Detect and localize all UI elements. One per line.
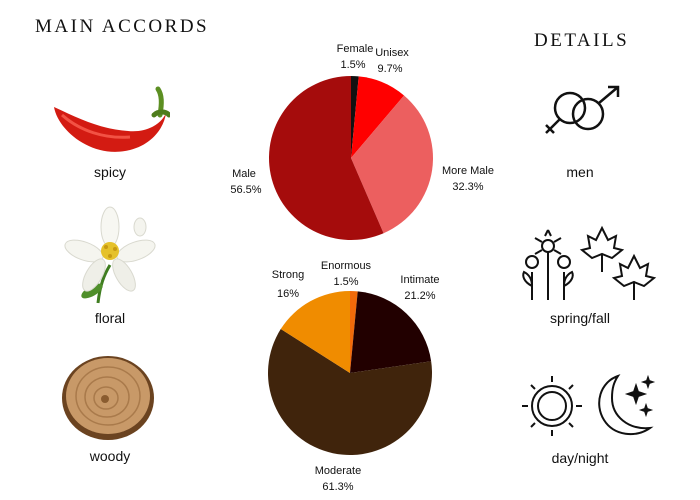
orange-blossom-icon [64, 206, 156, 304]
pie-slice-intimate [350, 291, 432, 373]
flowers-and-leaves-icon [522, 225, 657, 300]
chili-pepper-icon [54, 86, 170, 152]
slice-value-enormous: 1.5% [333, 276, 358, 288]
slice-label-unisex: Unisex [375, 47, 409, 59]
slice-label-moderate: Moderate [315, 465, 361, 477]
sun-and-moon-icon [522, 374, 656, 436]
detail-label-time: day/night [551, 450, 609, 466]
accord-label-woody: woody [89, 448, 131, 464]
details-heading: DETAILS [534, 30, 630, 51]
wood-slice-icon [62, 356, 154, 440]
slice-value-more-male: 32.3% [452, 181, 483, 193]
slice-label-more-male: More Male [442, 165, 494, 177]
pie-slice-male [268, 76, 384, 240]
slice-value-unisex: 9.7% [377, 63, 402, 75]
accord-label-floral: floral [94, 310, 126, 326]
slice-value-intimate: 21.2% [404, 290, 435, 302]
detail-label-season: spring/fall [550, 310, 610, 326]
pie-slice-unisex [351, 76, 405, 158]
detail-label-gender: men [566, 164, 594, 180]
gender-symbols-icon [545, 85, 620, 134]
accord-label-spicy: spicy [94, 164, 126, 180]
slice-value-male: 56.5% [230, 184, 261, 196]
slice-value-moderate: 61.3% [322, 481, 353, 493]
pie-slice-moderate [267, 329, 432, 455]
slice-label-intimate: Intimate [400, 274, 439, 286]
pie-slice-strong [280, 291, 350, 373]
slice-value-strong: 16% [277, 288, 299, 300]
slice-label-male: Male [232, 168, 256, 180]
slice-label-female: Female [337, 43, 374, 55]
slice-label-enormous: Enormous [321, 260, 372, 272]
slice-value-female: 1.5% [340, 59, 365, 71]
slice-label-strong: Strong [272, 269, 304, 281]
pie-slice-female [351, 76, 359, 158]
main-accords-heading: MAIN ACCORDS [35, 16, 210, 37]
pie-slice-more-male [351, 95, 433, 234]
pie-slice-enormous [350, 291, 358, 373]
